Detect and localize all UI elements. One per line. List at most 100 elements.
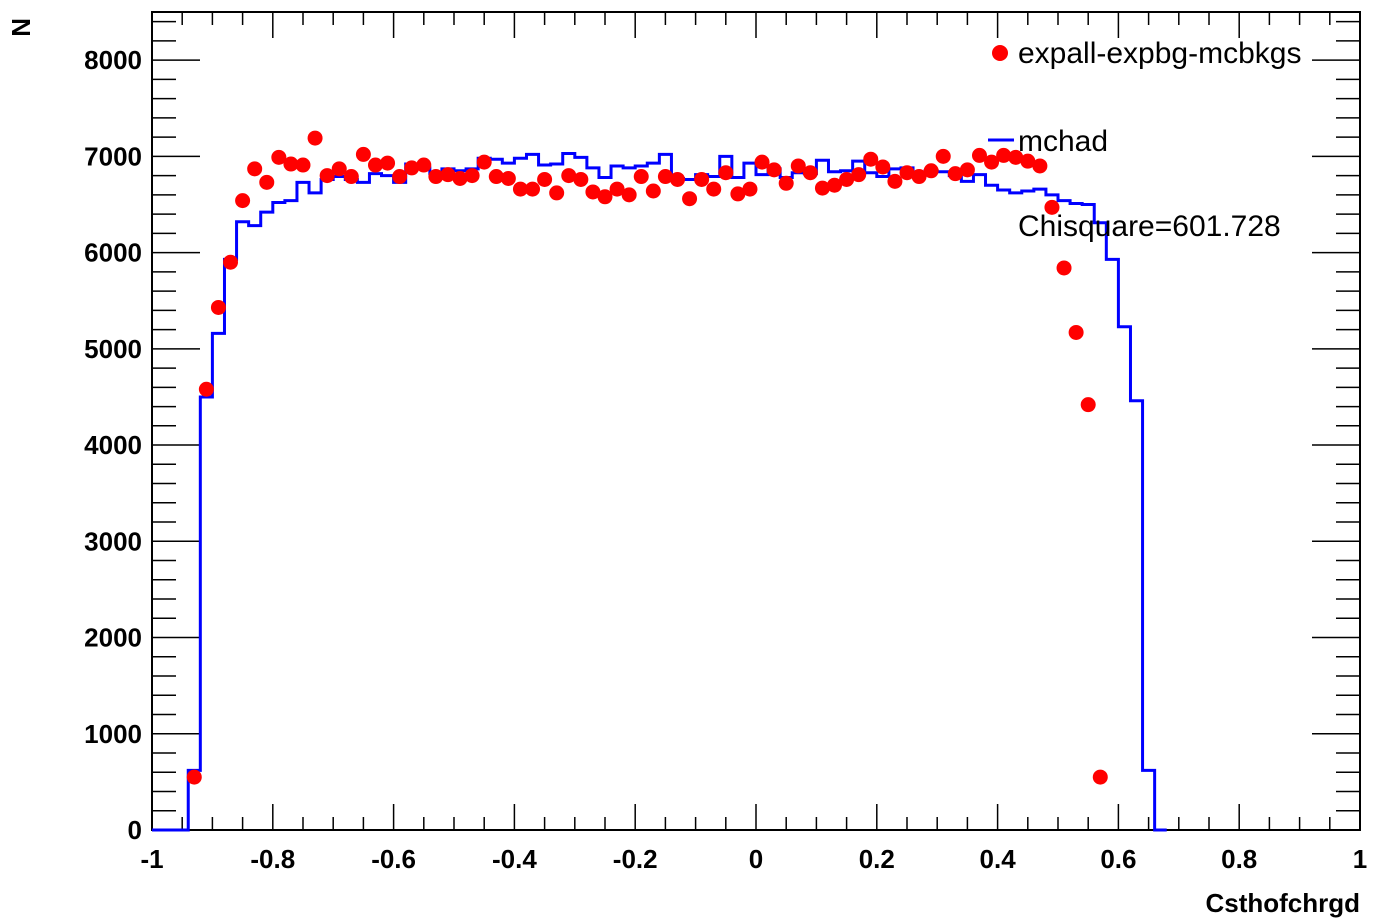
data-point	[682, 191, 698, 207]
data-point	[935, 148, 951, 164]
data-point	[271, 149, 287, 165]
data-point	[392, 169, 408, 185]
x-tick-label: -1	[140, 844, 163, 874]
legend-marker-expall	[992, 45, 1008, 61]
data-point	[428, 169, 444, 185]
data-point	[476, 154, 492, 170]
chisquare-annotation: Chisquare=601.728	[1018, 210, 1281, 243]
data-point	[1056, 260, 1072, 276]
y-tick-label: 7000	[84, 141, 142, 171]
y-tick-label: 5000	[84, 334, 142, 364]
data-point	[512, 181, 528, 197]
data-point	[561, 168, 577, 184]
data-point	[307, 130, 323, 146]
data-point	[609, 181, 625, 197]
data-point	[597, 189, 613, 205]
data-point	[718, 165, 734, 181]
data-point	[766, 162, 782, 178]
data-point	[887, 173, 903, 189]
data-point	[742, 181, 758, 197]
y-tick-label: 3000	[84, 526, 142, 556]
legend-label-mchad: mchad	[1018, 125, 1108, 158]
x-tick-label: 1	[1353, 844, 1367, 874]
data-point	[198, 381, 214, 397]
data-point	[1044, 199, 1060, 215]
x-tick-label: -0.4	[492, 844, 537, 874]
data-point	[947, 166, 963, 182]
data-point	[259, 174, 275, 190]
data-point	[754, 154, 770, 170]
data-point	[416, 157, 432, 173]
y-tick-label: 8000	[84, 45, 142, 75]
data-point	[452, 170, 468, 186]
data-point	[899, 165, 915, 181]
y-tick-labels: 0 1000 2000 3000 4000 5000 6000 7000 8000	[84, 45, 142, 845]
data-point	[210, 299, 226, 315]
data-point	[790, 158, 806, 174]
data-point	[355, 146, 371, 162]
data-point	[814, 180, 830, 196]
data-point	[573, 171, 589, 187]
data-point	[440, 167, 456, 183]
data-point	[247, 161, 263, 177]
data-point	[706, 181, 722, 197]
x-axis-title: Csthofchrgd	[1205, 888, 1360, 918]
data-point	[863, 151, 879, 167]
data-point	[971, 147, 987, 163]
data-point	[1008, 149, 1024, 165]
x-tick-label: 0.6	[1100, 844, 1136, 874]
data-point	[283, 156, 299, 172]
data-point	[331, 161, 347, 177]
x-tick-label: 0	[749, 844, 763, 874]
axis-ticks	[151, 12, 1361, 831]
data-point	[549, 185, 565, 201]
data-point	[959, 162, 975, 178]
data-point	[295, 157, 311, 173]
x-tick-label: 0.4	[980, 844, 1017, 874]
data-point	[802, 165, 818, 181]
data-point	[1092, 769, 1108, 785]
data-point	[223, 254, 239, 270]
x-tick-label: -0.2	[613, 844, 658, 874]
data-point	[380, 155, 396, 171]
data-point	[235, 193, 251, 209]
x-tick-label: 0.8	[1221, 844, 1257, 874]
series-mchad-step-line	[152, 151, 1167, 832]
data-point	[694, 171, 710, 187]
data-point	[669, 171, 685, 187]
data-point	[488, 169, 504, 185]
data-point	[186, 769, 202, 785]
data-point	[778, 175, 794, 191]
data-point	[996, 147, 1012, 163]
data-point	[827, 177, 843, 193]
y-tick-label: 4000	[84, 430, 142, 460]
x-tick-label: -0.6	[371, 844, 416, 874]
data-point	[875, 159, 891, 175]
data-point	[1032, 158, 1048, 174]
x-tick-label: -0.8	[250, 844, 295, 874]
y-tick-label: 0	[128, 815, 142, 845]
data-point	[1080, 397, 1096, 413]
data-point	[464, 168, 480, 184]
data-point	[923, 163, 939, 179]
data-point	[367, 157, 383, 173]
x-tick-labels: -1 -0.8 -0.6 -0.4 -0.2 0 0.2 0.4 0.6 0.8 1	[140, 844, 1367, 874]
data-point	[525, 181, 541, 197]
y-tick-label: 1000	[84, 719, 142, 749]
y-tick-label: 6000	[84, 238, 142, 268]
data-point	[404, 160, 420, 176]
data-point	[657, 169, 673, 185]
data-point	[621, 187, 637, 203]
legend: expall-expbg-mcbkgs mchad Chisquare=601.…	[988, 37, 1301, 243]
legend-label-expall: expall-expbg-mcbkgs	[1018, 37, 1301, 70]
data-point	[911, 169, 927, 185]
data-point	[343, 169, 359, 185]
data-point	[537, 171, 553, 187]
data-point	[851, 167, 867, 183]
y-axis-title: N	[6, 18, 36, 37]
data-point	[633, 169, 649, 185]
data-point	[730, 186, 746, 202]
plot-frame	[151, 11, 1361, 831]
series-expall-markers	[186, 130, 1108, 785]
